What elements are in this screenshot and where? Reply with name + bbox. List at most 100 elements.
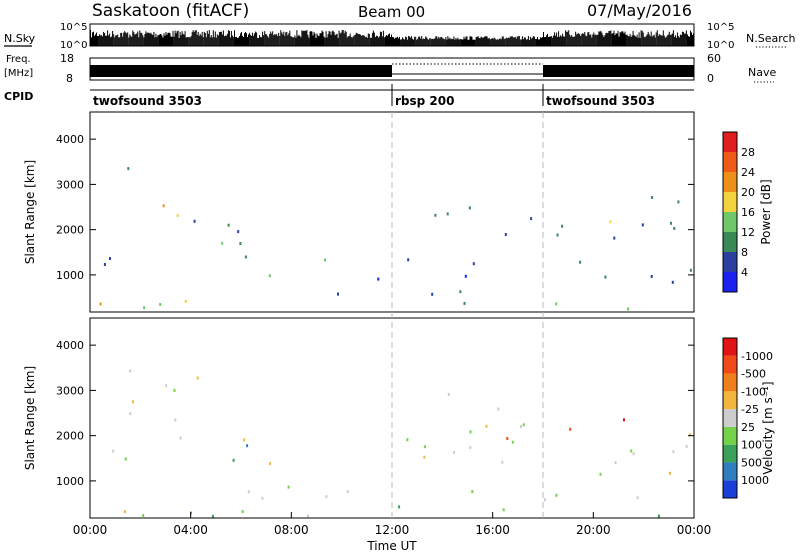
x-tick-label: 04:00 [173,523,208,537]
colorbar-swatch [723,252,737,272]
data-cell [472,262,475,266]
data-cell [307,514,309,518]
colorbar-tick-label: 25 [741,421,755,434]
nsearch-scale-bottom: 10^0 [707,40,734,51]
power-heatmap [99,167,692,311]
nsky-scale-bottom: 10^0 [60,40,87,51]
time-dividers [391,112,544,518]
data-cell [324,258,327,262]
data-cell [627,307,630,311]
velocity-y-label: Slant Range [km] [23,366,37,470]
data-cell [511,440,514,444]
velocity-colorbar: 1000 500 100 25 -25 -100 -500 -1000 [722,337,773,499]
data-cell [502,508,505,512]
data-cell [613,236,616,240]
power-colorbar-label: Power [dB] [759,179,773,244]
data-cell [211,514,214,518]
data-cell [497,407,500,411]
date-label: 07/May/2016 [587,1,692,20]
data-cell [485,424,488,428]
colorbar-swatch [723,355,737,374]
x-tick-label: 08:00 [274,523,309,537]
power-colorbar: 4 8 12 16 20 24 28 [722,131,755,293]
data-cell [346,490,349,493]
colorbar-swatch [723,444,737,463]
data-cell [377,277,380,281]
data-cell [447,392,450,396]
data-cell [672,450,675,454]
freq-fill-a [90,65,392,77]
data-cell [246,444,249,448]
data-cell [159,303,162,306]
data-cell [124,457,127,461]
colorbar-tick-label: -1000 [741,350,773,363]
velocity-colorbar-label: Velocity [m s⁻¹] [761,381,775,474]
colorbar-tick-label: 8 [741,246,748,259]
data-cell [103,263,106,266]
data-cell [670,221,672,225]
power-panel: Slant Range [km] 1000 2000 3000 4000 4 8 12 16… [23,111,773,313]
data-cell [636,496,639,500]
data-cell [469,430,472,434]
data-cell [530,217,533,221]
freq-fill-b [543,65,694,77]
data-cell [685,444,688,448]
power-y-ticks: 1000 2000 3000 4000 [56,133,694,282]
colorbar-swatch [723,272,737,292]
data-cell [127,167,130,171]
colorbar-tick-label: 100 [741,439,762,452]
x-axis-label: Time UT [366,539,417,553]
y-tick-label: 1000 [56,475,84,488]
data-cell [468,206,471,210]
colorbar-swatch [723,212,737,232]
y-tick-label: 2000 [56,224,84,237]
data-cell [261,496,264,500]
data-cell [407,258,410,262]
data-cell [287,485,290,489]
nsky-label: N.Sky [4,32,36,45]
data-cell [325,495,328,499]
data-cell [556,233,559,237]
data-cell [247,490,250,494]
data-cell [269,462,272,466]
data-cell [651,196,654,199]
data-cell [657,514,660,518]
cpid-segments: twofsound 3503 rbsp 200 twofsound 3503 [93,84,655,108]
y-tick-label: 2000 [56,430,84,443]
nsky-panel: N.Sky 10^5 10^0 10^5 10^0 N.Search [4,22,796,51]
x-tick-label: 20:00 [576,523,611,537]
data-cell [579,260,582,264]
data-cell [609,220,612,224]
colorbar-swatch [723,409,737,427]
data-cell [501,460,504,464]
colorbar-tick-label: -25 [741,403,759,416]
data-cell [431,292,434,296]
data-cell [241,510,244,514]
velocity-x-ticks: 00:00 04:00 08:00 12:00 16:00 20:00 00:00 [73,512,711,537]
data-cell [453,451,456,454]
data-cell [129,369,132,373]
data-cell [112,449,115,453]
data-cell [132,400,134,404]
data-cell [424,445,427,449]
nsky-trace [90,30,694,46]
colorbar-swatch [723,480,737,498]
data-cell [123,510,126,514]
data-cell [176,214,179,217]
colorbar-frame [722,337,738,499]
data-cell [614,461,617,465]
colorbar-tick-label: 1000 [741,474,769,487]
data-cell [243,438,246,442]
nave-label: Nave [748,66,776,79]
plot-title: Saskatoon (fitACF) [92,1,249,21]
nave-scale-bottom: 0 [707,72,714,85]
data-cell [544,498,546,502]
data-cell [129,412,132,416]
data-cell [221,241,224,245]
data-cell [506,437,509,440]
data-cell [434,213,437,217]
data-cell [193,219,196,223]
data-cell [641,223,644,227]
nsearch-label: N.Search [746,32,796,45]
